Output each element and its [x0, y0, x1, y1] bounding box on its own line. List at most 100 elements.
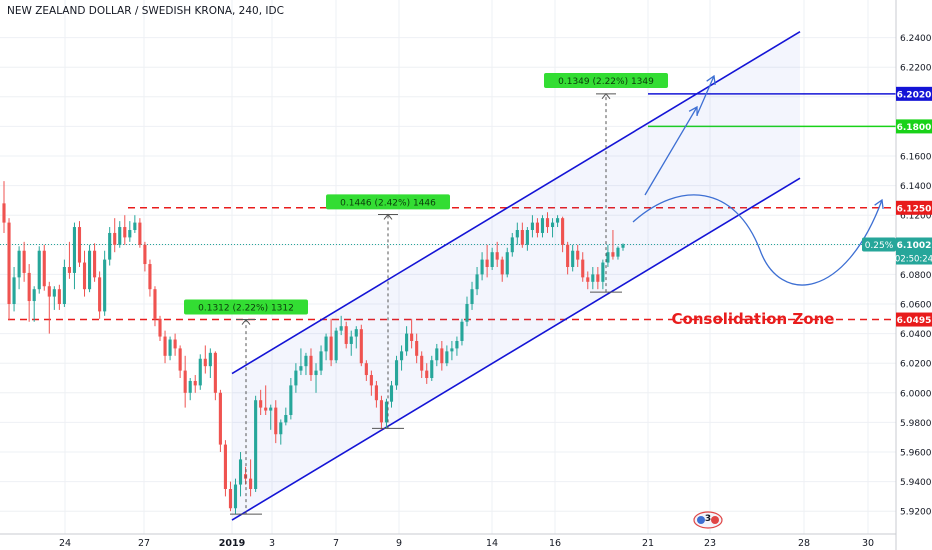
candle-body: [294, 370, 298, 386]
candle: [103, 250, 107, 316]
candle: [158, 315, 162, 341]
candle-body: [465, 304, 469, 322]
candle-body: [470, 289, 474, 304]
y-tick-label: 5.9200: [900, 508, 932, 518]
candle-body: [178, 348, 182, 371]
candle-body: [450, 348, 454, 352]
candle: [128, 221, 132, 242]
candle: [218, 389, 222, 452]
x-tick-label: 9: [396, 538, 402, 549]
candle-body: [62, 267, 66, 304]
candle: [530, 215, 534, 238]
candle: [249, 459, 253, 497]
candle: [520, 222, 524, 248]
candle: [108, 227, 112, 266]
candle: [606, 244, 610, 267]
measure-tool[interactable]: 0.1446 (2.42%) 1446: [326, 194, 450, 429]
candle-body: [113, 232, 117, 245]
candle-body: [545, 218, 550, 228]
candle-body: [410, 333, 414, 341]
price-label-text: 6.1250: [897, 204, 932, 214]
candle: [420, 351, 424, 378]
candle-body: [576, 250, 580, 260]
candle-body: [515, 230, 519, 238]
candle: [485, 244, 489, 278]
candle: [440, 341, 444, 371]
candle-body: [57, 289, 61, 304]
candle-body: [475, 274, 479, 290]
candle: [450, 341, 454, 361]
y-tick-label: 5.9600: [900, 449, 932, 459]
candle-body: [138, 222, 142, 245]
candle-body: [27, 272, 31, 302]
candle-body: [540, 218, 545, 233]
candle-body: [133, 222, 137, 230]
candle-body: [163, 336, 167, 356]
candle: [425, 363, 429, 384]
candle-body: [525, 230, 529, 245]
price-axis-label: 6.1800: [896, 119, 932, 134]
candle-body: [460, 321, 464, 341]
candle-body: [561, 218, 565, 245]
y-tick-label: 6.1200: [900, 212, 932, 222]
candle-body: [485, 259, 489, 267]
candle-body: [223, 444, 227, 489]
price-label-text: 6.1800: [897, 123, 932, 133]
events-badge[interactable]: 3: [693, 511, 723, 529]
measure-tool[interactable]: 0.1349 (2.22%) 1349: [544, 73, 668, 293]
candle: [138, 218, 142, 248]
candle: [93, 243, 97, 282]
candle: [57, 284, 61, 310]
candle: [213, 351, 217, 401]
candle-body: [254, 400, 258, 489]
candle: [254, 395, 258, 492]
candle: [581, 252, 585, 282]
candle: [490, 247, 494, 270]
candle-body: [314, 370, 318, 376]
candle: [294, 363, 298, 393]
candle: [77, 221, 82, 267]
candle: [37, 246, 41, 294]
candle: [566, 241, 570, 275]
candle: [435, 343, 439, 367]
candle: [198, 354, 202, 390]
candle-body: [218, 392, 222, 445]
candle: [460, 318, 464, 346]
candle: [27, 264, 31, 322]
candle: [173, 333, 177, 356]
candle-body: [339, 326, 343, 331]
candle-body: [93, 250, 97, 278]
y-tick-label: 6.0600: [900, 301, 932, 311]
candle: [334, 327, 338, 364]
countdown: 02:50:24: [895, 251, 932, 265]
candle: [339, 315, 343, 336]
candle-body: [591, 274, 595, 282]
candle-body: [228, 489, 233, 509]
candle-body: [168, 339, 172, 356]
candle-body: [72, 227, 77, 273]
candle-body: [349, 336, 353, 344]
candle: [12, 267, 16, 312]
candle-body: [389, 385, 394, 402]
candle-body: [82, 262, 87, 290]
candle-body: [299, 366, 303, 371]
candle-body: [249, 478, 253, 489]
measure-label: 0.1312 (2.22%) 1312: [198, 303, 294, 313]
candle-body: [374, 385, 378, 401]
measure-tool[interactable]: 0.1312 (2.22%) 1312: [184, 299, 308, 515]
candle-body: [203, 358, 207, 367]
price-label-text: 6.1002: [897, 241, 932, 251]
last-price-change: 0.25%: [862, 237, 896, 252]
candle-body: [77, 227, 82, 263]
candle-body: [304, 355, 308, 367]
candle-body: [67, 267, 71, 273]
candle-body: [329, 336, 333, 361]
y-tick-label: 6.2200: [900, 64, 932, 74]
candle: [42, 244, 46, 291]
x-tick-label: 16: [549, 538, 561, 549]
candle: [495, 241, 499, 267]
x-tick-label: 28: [798, 538, 810, 549]
candle-body: [596, 274, 600, 282]
